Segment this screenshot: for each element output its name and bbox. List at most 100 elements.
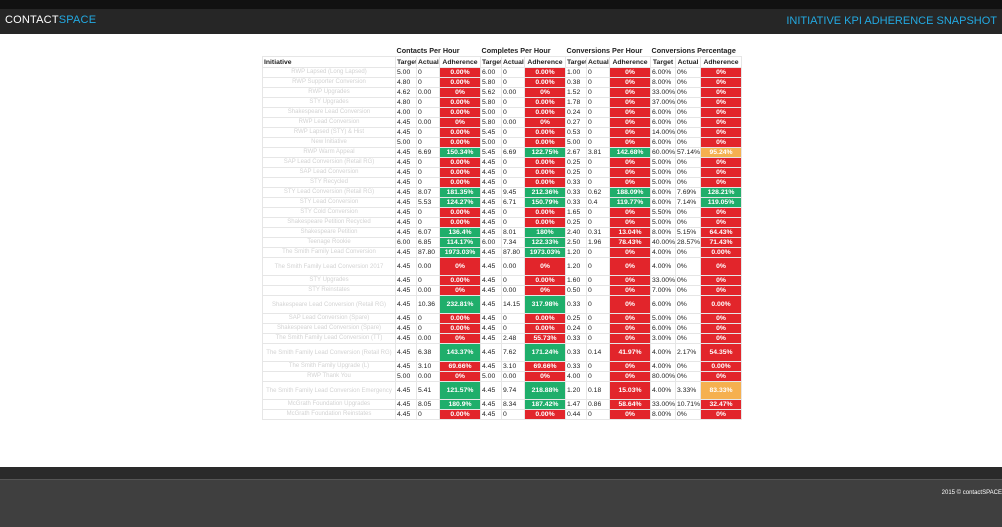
- actual-cell: 8.07: [416, 187, 440, 198]
- adherence-cell: 0%: [700, 77, 743, 88]
- target-cell: 4.45: [395, 361, 417, 372]
- target-cell: 6.00: [480, 237, 502, 248]
- target-cell: 8.00%: [650, 77, 677, 88]
- target-cell: 6.00: [480, 67, 502, 78]
- actual-cell: 0: [501, 97, 525, 108]
- adherence-cell: 0%: [608, 323, 652, 334]
- target-cell: 4.45: [480, 409, 502, 420]
- target-cell: 5.00%: [650, 167, 677, 178]
- adherence-cell: 0%: [439, 87, 481, 98]
- actual-cell: 5.53: [416, 197, 440, 208]
- target-cell: 0.33: [565, 197, 587, 208]
- adherence-cell: 119.05%: [700, 197, 743, 208]
- target-cell: 4.45: [480, 217, 502, 228]
- target-cell: 0.27: [565, 117, 587, 128]
- target-cell: 4.45: [395, 409, 417, 420]
- target-cell: 0.24: [565, 323, 587, 334]
- actual-cell: 0.00: [416, 117, 440, 128]
- target-cell: 4.45: [395, 117, 417, 128]
- target-cell: 5.80: [480, 97, 502, 108]
- actual-cell: 14.15: [501, 295, 525, 314]
- adherence-cell: 0.00%: [439, 217, 481, 228]
- target-cell: 6.00%: [650, 323, 677, 334]
- target-cell: 4.45: [480, 333, 502, 344]
- target-cell: 60.00%: [650, 147, 677, 158]
- adherence-cell: 1973.03%: [524, 247, 566, 258]
- target-cell: 0.44: [565, 409, 587, 420]
- actual-cell: 0: [501, 167, 525, 178]
- target-cell: 4.62: [395, 87, 417, 98]
- target-cell: 0.24: [565, 107, 587, 118]
- actual-cell: 0: [586, 77, 610, 88]
- target-cell: 4.45: [480, 399, 502, 410]
- kpi-table-body: RWP Lapsed (Long Lapsed) 5.00 0 0.00% 6.00 0 0…: [262, 67, 743, 420]
- target-cell: 4.45: [395, 285, 417, 296]
- actual-cell: 5.41: [416, 381, 440, 400]
- initiative-name-cell: The Smith Family Lead Conversion 2017: [262, 257, 396, 276]
- actual-cell: 0: [501, 177, 525, 188]
- adherence-cell: 0%: [700, 409, 743, 420]
- actual-cell: 0%: [675, 107, 702, 118]
- target-cell: 4.45: [395, 167, 417, 178]
- target-cell: 4.45: [395, 343, 417, 362]
- adherence-cell: 121.57%: [439, 381, 481, 400]
- actual-cell: 0%: [675, 295, 702, 314]
- adherence-cell: 0%: [608, 77, 652, 88]
- actual-cell: 7.69%: [675, 187, 702, 198]
- target-cell: 0.33: [565, 177, 587, 188]
- adherence-cell: 0.00%: [524, 275, 566, 286]
- target-cell: 33.00%: [650, 87, 677, 98]
- target-cell: 5.00: [565, 137, 587, 148]
- adherence-cell: 0.00%: [524, 409, 566, 420]
- adherence-cell: 0.00%: [439, 107, 481, 118]
- target-cell: 1.78: [565, 97, 587, 108]
- adherence-cell: 0%: [608, 257, 652, 276]
- actual-cell: 0: [416, 127, 440, 138]
- actual-cell: 0%: [675, 117, 702, 128]
- adherence-cell: 0%: [700, 67, 743, 78]
- actual-cell: 0%: [675, 167, 702, 178]
- adherence-cell: 0.00%: [439, 137, 481, 148]
- table-row: RWP Upgrades 4.62 0.00 0% 5.62 0.00 0% 1.52 0 0% 3…: [262, 87, 743, 98]
- target-cell: 4.00%: [650, 381, 677, 400]
- target-cell: 4.00%: [650, 361, 677, 372]
- actual-cell: 9.45: [501, 187, 525, 198]
- actual-cell: 0.00: [416, 257, 440, 276]
- actual-cell: 0: [586, 107, 610, 118]
- initiative-name-cell: SAP Lead Conversion: [262, 167, 396, 178]
- table-row: STY Upgrades 4.80 0 0.00% 5.80 0 0.00% 1.78 0 0% 3…: [262, 97, 743, 108]
- target-cell: 0.25: [565, 157, 587, 168]
- initiative-name-cell: RWP Supporter Conversion: [262, 77, 396, 88]
- target-cell: 5.00: [480, 371, 502, 382]
- table-row: McGrath Foundation Upgrades 4.45 8.05 180.9…: [262, 399, 743, 410]
- target-cell: 5.00%: [650, 177, 677, 188]
- adherence-cell: 171.24%: [524, 343, 566, 362]
- target-cell: 5.00: [395, 67, 417, 78]
- target-cell: 1.20: [565, 257, 587, 276]
- adherence-cell: 232.81%: [439, 295, 481, 314]
- adherence-cell: 0.00%: [439, 275, 481, 286]
- adherence-cell: 124.27%: [439, 197, 481, 208]
- initiative-name-cell: STY Upgrades: [262, 97, 396, 108]
- actual-cell: 0%: [675, 333, 702, 344]
- actual-cell: 7.34: [501, 237, 525, 248]
- adherence-cell: 13.04%: [608, 227, 652, 238]
- adherence-cell: 0.00%: [524, 207, 566, 218]
- target-cell: 0.38: [565, 77, 587, 88]
- target-cell: 1.52: [565, 87, 587, 98]
- target-cell: 4.45: [395, 323, 417, 334]
- adherence-cell: 0%: [608, 371, 652, 382]
- target-cell: 4.45: [395, 381, 417, 400]
- actual-cell: 10.71%: [675, 399, 702, 410]
- adherence-cell: 32.47%: [700, 399, 743, 410]
- target-cell: 5.00%: [650, 157, 677, 168]
- target-cell: 4.45: [480, 247, 502, 258]
- initiative-name-cell: STY Recycled: [262, 177, 396, 188]
- column-header-target: Target: [480, 56, 502, 68]
- adherence-cell: 188.09%: [608, 187, 652, 198]
- target-cell: 6.00%: [650, 137, 677, 148]
- adherence-cell: 0.00%: [700, 361, 743, 372]
- actual-cell: 0%: [675, 257, 702, 276]
- contactspace-logo[interactable]: CONTACTSPACE: [5, 14, 96, 26]
- adherence-cell: 0.00%: [524, 67, 566, 78]
